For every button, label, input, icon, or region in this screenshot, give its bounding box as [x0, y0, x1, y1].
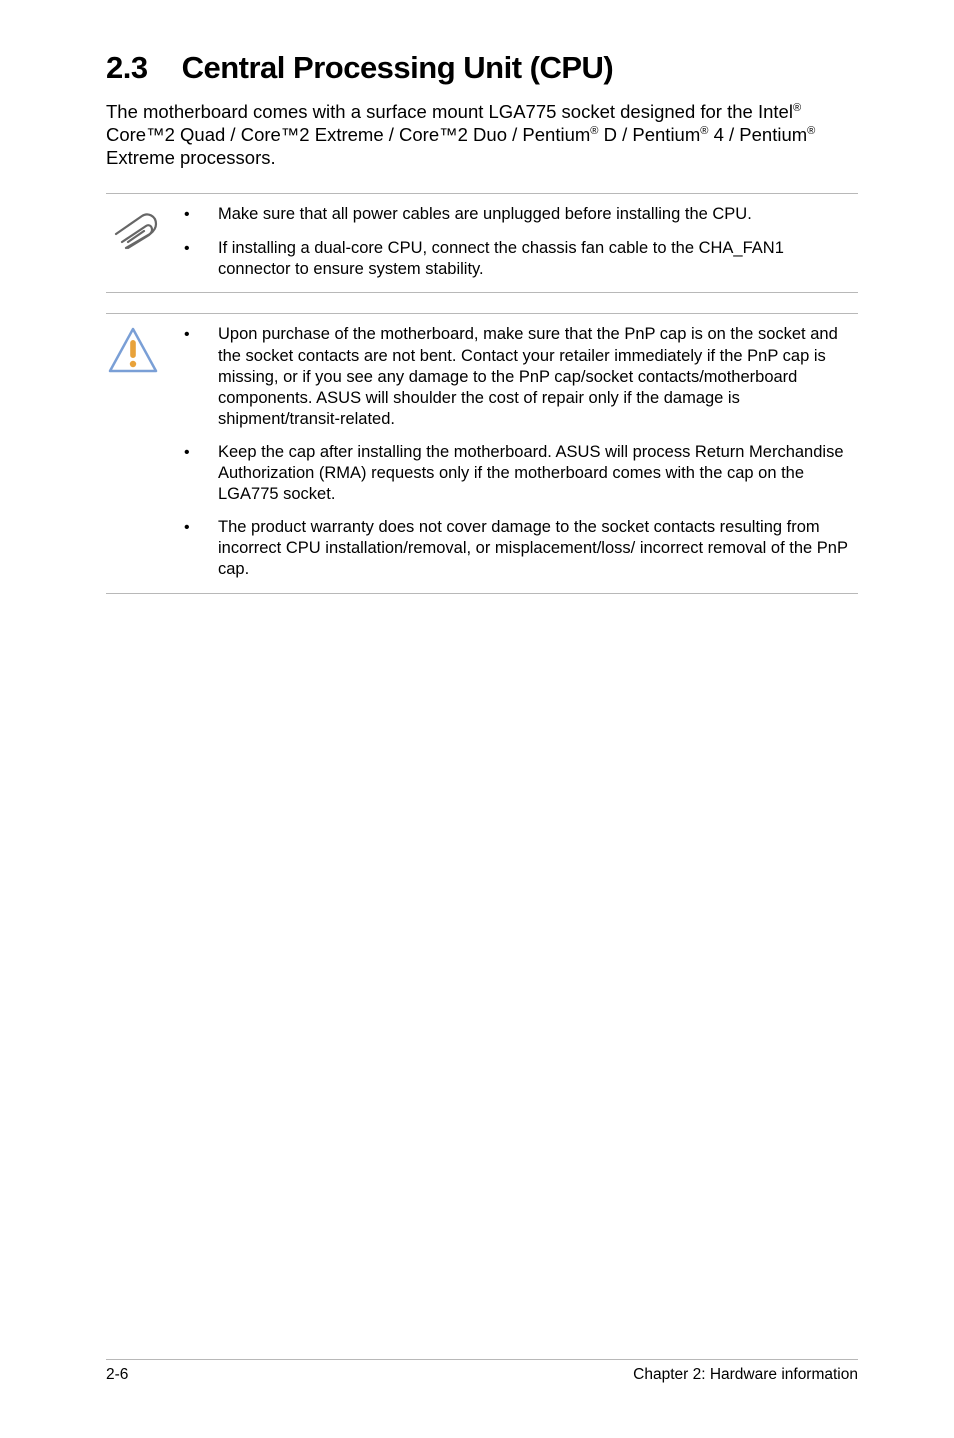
bullet-item: • The product warranty does not cover da…: [184, 517, 858, 580]
footer-chapter-label: Chapter 2: Hardware information: [633, 1366, 858, 1384]
intro-paragraph: The motherboard comes with a surface mou…: [106, 100, 858, 169]
note-body: • Upon purchase of the motherboard, make…: [184, 324, 858, 580]
bullet-text: The product warranty does not cover dama…: [218, 517, 858, 580]
bullet-text: Upon purchase of the motherboard, make s…: [218, 324, 858, 430]
bullet-marker: •: [184, 517, 218, 580]
bullet-item: • Upon purchase of the motherboard, make…: [184, 324, 858, 430]
bullet-text: If installing a dual-core CPU, connect t…: [218, 238, 858, 280]
note-block-tips: • Make sure that all power cables are un…: [106, 193, 858, 293]
section-heading: 2.3 Central Processing Unit (CPU): [106, 50, 858, 86]
section-title: Central Processing Unit (CPU): [182, 50, 614, 85]
note-body: • Make sure that all power cables are un…: [184, 204, 858, 280]
footer-page-number: 2-6: [106, 1366, 128, 1384]
bullet-marker: •: [184, 204, 218, 226]
bullet-item: • Make sure that all power cables are un…: [184, 204, 858, 226]
bullet-item: • If installing a dual-core CPU, connect…: [184, 238, 858, 280]
bullet-marker: •: [184, 238, 218, 280]
bullet-text: Keep the cap after installing the mother…: [218, 442, 858, 505]
bullet-marker: •: [184, 442, 218, 505]
paperclip-icon: [106, 204, 184, 280]
bullet-marker: •: [184, 324, 218, 430]
note-block-warning: • Upon purchase of the motherboard, make…: [106, 313, 858, 593]
section-number: 2.3: [106, 50, 148, 86]
page-footer: 2-6 Chapter 2: Hardware information: [106, 1359, 858, 1384]
bullet-item: • Keep the cap after installing the moth…: [184, 442, 858, 505]
warning-icon: [106, 324, 184, 580]
bullet-text: Make sure that all power cables are unpl…: [218, 204, 858, 226]
